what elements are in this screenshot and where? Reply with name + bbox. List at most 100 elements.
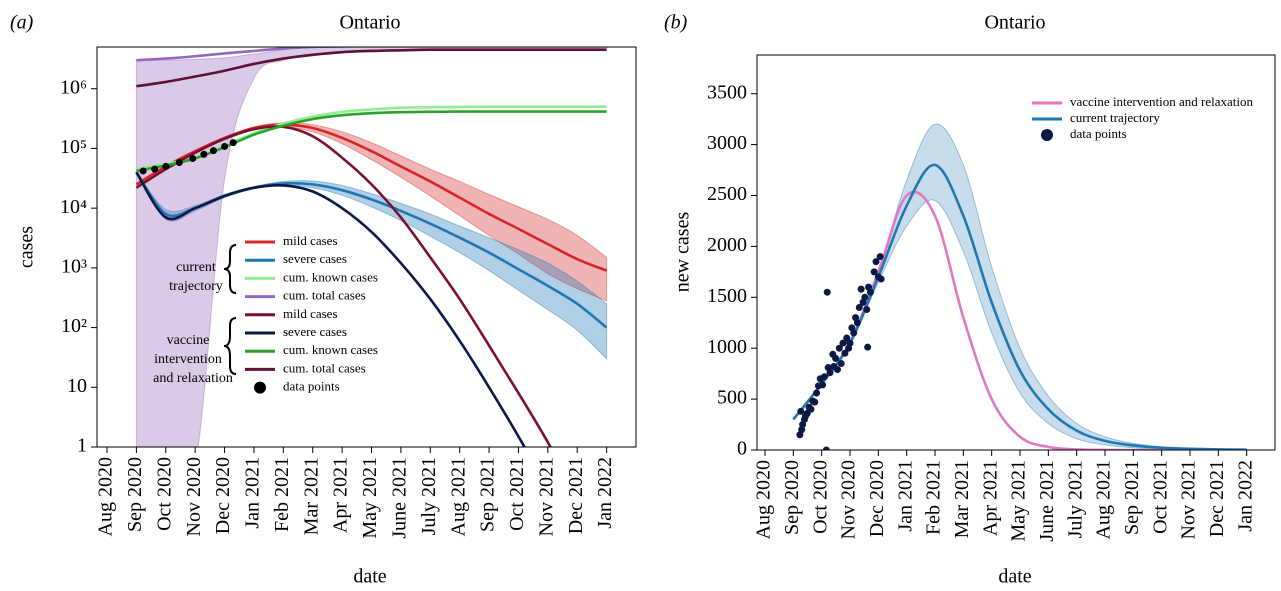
annotation: vaccine xyxy=(167,333,210,348)
data-point xyxy=(850,329,858,337)
brace xyxy=(223,317,237,375)
x-axis-label: date xyxy=(353,566,386,588)
data-point xyxy=(870,268,878,276)
data-point xyxy=(822,446,830,450)
annotation: trajectory xyxy=(169,279,223,294)
y-tick-label: 1000 xyxy=(707,336,747,358)
y-tick-label: 10³ xyxy=(61,255,87,277)
data-point xyxy=(162,162,170,170)
plot-area xyxy=(792,123,1248,450)
x-axis-label: date xyxy=(998,566,1031,588)
y-tick-label: 10⁶ xyxy=(60,76,87,98)
data-point xyxy=(866,288,874,296)
chart-title: Ontario xyxy=(984,12,1045,34)
data-point xyxy=(835,344,843,352)
y-tick-label: 2500 xyxy=(707,183,747,205)
x-tick-label: Aug 2020 xyxy=(95,457,117,536)
series-line xyxy=(136,48,607,88)
x-tick-label: May 2021 xyxy=(359,457,381,539)
data-point xyxy=(175,159,183,167)
data-point xyxy=(151,165,159,173)
data-point xyxy=(200,150,208,158)
x-tick-label: Nov 2020 xyxy=(838,460,860,539)
x-tick-label: Aug 2021 xyxy=(447,457,469,536)
data-point xyxy=(872,258,880,266)
data-point xyxy=(861,293,869,301)
y-tick-label: 1500 xyxy=(707,285,747,307)
x-tick-label: Oct 2021 xyxy=(506,457,528,531)
x-tick-label: Mar 2021 xyxy=(300,457,322,535)
data-point xyxy=(837,359,845,367)
x-tick-label: Sep 2020 xyxy=(124,457,146,532)
legend-label: cum. known cases xyxy=(283,342,378,357)
x-tick-label: Sep 2021 xyxy=(1121,460,1143,535)
data-point xyxy=(853,319,861,327)
plot-frame xyxy=(756,54,1276,451)
y-tick-label: 10² xyxy=(61,315,87,337)
x-tick-label: Mar 2021 xyxy=(951,460,973,538)
legend-label: cum. total cases xyxy=(283,360,366,375)
x-tick-label: June 2021 xyxy=(388,457,410,539)
x-tick-label: June 2021 xyxy=(1036,460,1058,542)
x-tick-label: Jan 2021 xyxy=(242,457,264,529)
x-tick-label: Dec 2020 xyxy=(212,457,234,534)
y-tick-label: 2000 xyxy=(707,234,747,256)
x-tick-label: Feb 2021 xyxy=(271,457,293,532)
panel-label: (a) xyxy=(10,12,34,34)
data-point xyxy=(813,389,821,397)
x-tick-label: Oct 2021 xyxy=(1149,460,1171,534)
x-tick-label: May 2021 xyxy=(1008,460,1030,542)
series-line xyxy=(135,125,552,447)
data-point xyxy=(843,334,851,342)
x-tick-label: Jan 2022 xyxy=(594,457,616,529)
x-tick-label: Oct 2020 xyxy=(153,457,175,531)
x-tick-label: Sep 2021 xyxy=(477,457,499,532)
data-point xyxy=(819,381,827,389)
x-tick-label: July 2021 xyxy=(418,457,440,535)
data-point xyxy=(876,253,884,261)
legend-label: vaccine intervention and relaxation xyxy=(1070,94,1254,109)
y-tick-label: 0 xyxy=(737,438,747,460)
x-tick-label: Oct 2020 xyxy=(809,460,831,534)
annotation: intervention xyxy=(154,352,222,367)
annotation: current xyxy=(176,260,216,275)
x-tick-label: Nov 2021 xyxy=(535,457,557,536)
x-tick-label: Apr 2021 xyxy=(979,460,1001,536)
data-point xyxy=(841,349,849,357)
legend-marker xyxy=(1041,129,1053,141)
x-tick-label: Jan 2021 xyxy=(894,460,916,532)
x-tick-label: Aug 2020 xyxy=(753,460,775,539)
x-tick-label: Nov 2021 xyxy=(1178,460,1200,539)
x-tick-label: Sep 2020 xyxy=(781,460,803,535)
legend-label: mild cases xyxy=(283,306,338,321)
legend-label: cum. known cases xyxy=(283,269,378,284)
data-point xyxy=(857,285,865,293)
y-tick-label: 3500 xyxy=(707,81,747,103)
legend-marker xyxy=(254,381,266,394)
x-tick-label: Feb 2021 xyxy=(923,460,945,535)
y-tick-label: 10⁴ xyxy=(60,196,87,218)
data-point xyxy=(189,154,197,162)
x-tick-label: Aug 2021 xyxy=(1093,460,1115,539)
series-line xyxy=(792,163,1247,450)
legend-label: severe cases xyxy=(283,251,347,266)
data-point xyxy=(221,142,229,150)
legend-label: data points xyxy=(1070,126,1127,141)
series-line xyxy=(792,190,1247,450)
x-tick-label: July 2021 xyxy=(1064,460,1086,538)
data-point xyxy=(811,398,819,406)
data-point xyxy=(229,139,237,147)
data-point xyxy=(877,275,885,283)
y-axis-label: new cases xyxy=(672,212,694,293)
panel-label: (b) xyxy=(664,12,688,34)
data-point xyxy=(139,167,147,175)
x-tick-label: Jan 2022 xyxy=(1234,460,1256,532)
y-tick-label: 3000 xyxy=(707,132,747,154)
data-point xyxy=(826,369,834,377)
x-tick-label: Dec 2021 xyxy=(565,457,587,534)
data-point xyxy=(832,354,840,362)
x-tick-label: Dec 2020 xyxy=(866,460,888,537)
series-line xyxy=(136,47,607,62)
legend-label: current trajectory xyxy=(1070,110,1160,125)
